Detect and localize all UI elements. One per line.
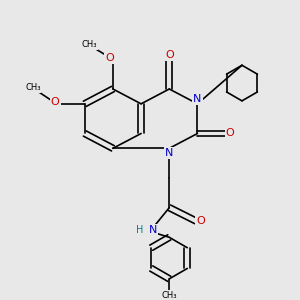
Text: CH₃: CH₃ (161, 291, 177, 300)
Text: N: N (193, 94, 202, 104)
Text: H: H (136, 225, 143, 235)
Text: O: O (196, 216, 205, 226)
Text: O: O (226, 128, 235, 139)
Text: O: O (165, 50, 174, 60)
Text: O: O (106, 53, 114, 63)
Text: N: N (165, 148, 173, 158)
Text: CH₃: CH₃ (81, 40, 97, 49)
Text: N: N (149, 225, 157, 235)
Text: O: O (51, 97, 59, 107)
Text: CH₃: CH₃ (25, 83, 40, 92)
